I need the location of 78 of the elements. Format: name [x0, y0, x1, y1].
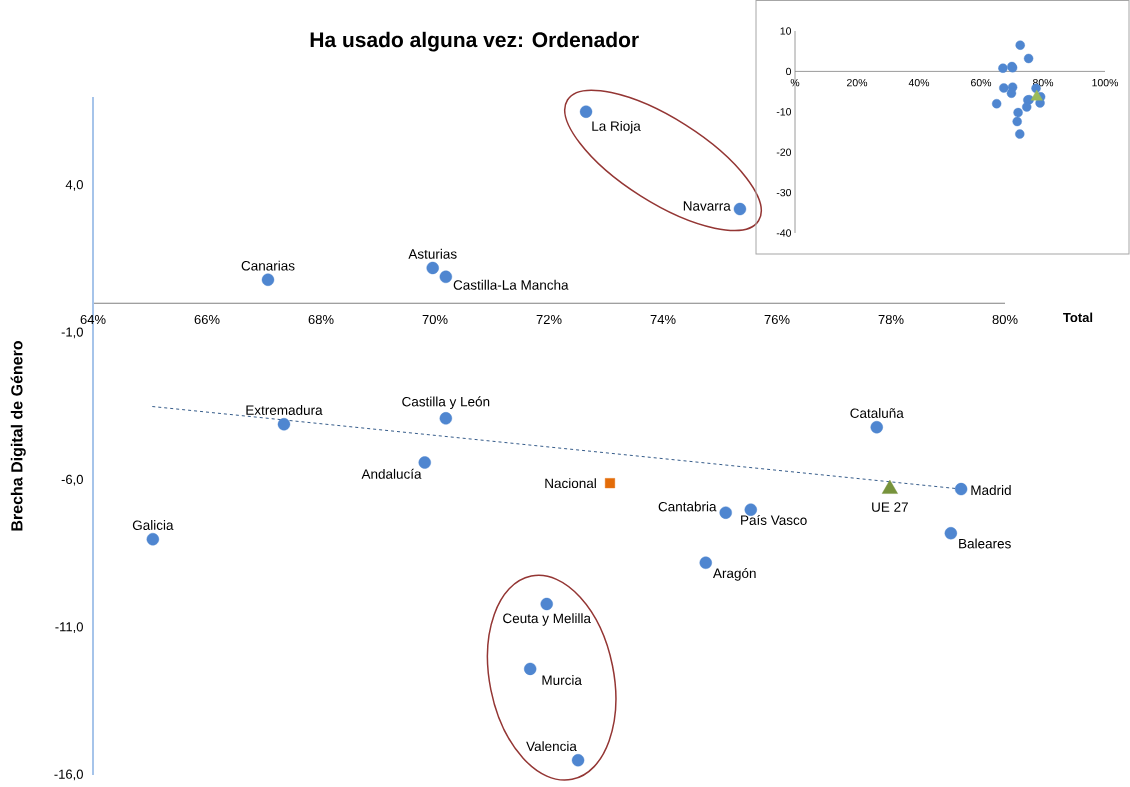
annotation: Castilla y León: [402, 396, 490, 410]
y-tick-label: 0: [786, 67, 792, 76]
annotation: Extremadura: [246, 405, 323, 416]
y-tick-label: -30: [776, 188, 792, 197]
y-tick-label: -6,0: [61, 474, 83, 486]
point: [1006, 88, 1017, 98]
point: [261, 273, 275, 287]
annotation: Cataluña: [850, 408, 904, 419]
point: [439, 270, 453, 284]
y-tick-label: -20: [776, 148, 792, 156]
point: [146, 533, 160, 546]
point: [1015, 40, 1025, 50]
point: [733, 202, 747, 216]
point: [1015, 129, 1025, 139]
point: [1013, 107, 1023, 118]
annotation: Aragón: [712, 568, 756, 581]
annotation: País Vasco: [741, 514, 807, 526]
point: [944, 527, 958, 540]
annotation: Madrid: [971, 485, 1011, 496]
point: [540, 597, 553, 611]
y-tick-label: -11,0: [55, 622, 83, 634]
point: [998, 63, 1008, 73]
x-axis-title: Total: [1063, 312, 1093, 323]
point: [870, 421, 883, 434]
point: [1012, 116, 1022, 127]
y-tick-label: -1,0: [61, 327, 83, 339]
point: [605, 478, 615, 489]
point: [277, 418, 291, 431]
point: [524, 662, 537, 676]
x-tick-label: %: [790, 79, 800, 87]
annotation: Cantabria: [658, 501, 717, 512]
y-tick-label: -16,0: [54, 769, 83, 781]
x-tick-label: 72%: [536, 314, 562, 325]
x-tick-label: 60%: [971, 79, 992, 87]
point: [699, 556, 712, 570]
x-tick-label: 78%: [878, 314, 904, 325]
point: [426, 261, 439, 275]
x-tick-label: 20%: [847, 79, 868, 87]
annotation: Ceuta y Melilla: [503, 613, 591, 626]
annotation: La Rioja: [592, 121, 641, 134]
point: [418, 456, 431, 469]
annotation: Baleares: [959, 538, 1011, 549]
annotation: Canarias: [241, 260, 295, 271]
point: [1023, 53, 1034, 64]
x-tick-label: 66%: [194, 314, 220, 325]
annotation: Murcia: [542, 675, 582, 686]
x-tick-label: 74%: [650, 314, 676, 325]
point: [579, 105, 593, 119]
point: [1030, 89, 1043, 101]
point: [954, 482, 968, 496]
annotation: Castilla-La Mancha: [453, 279, 569, 290]
x-tick-label: 100%: [1092, 79, 1119, 87]
annotation: Valencia: [526, 741, 577, 752]
annotation: Asturias: [408, 248, 457, 259]
point: [991, 99, 1002, 109]
point: [999, 83, 1009, 93]
y-tick-label: -10: [776, 108, 792, 116]
point: [439, 412, 453, 425]
x-tick-label: 40%: [908, 79, 930, 87]
y-tick-label: 4,0: [65, 180, 83, 191]
x-tick-label: 76%: [764, 314, 790, 325]
annotation: UE 27: [872, 502, 908, 512]
x-tick-label: 64%: [80, 314, 106, 325]
chart-title: Ha usado alguna vez: Ordenador: [310, 31, 639, 52]
y-axis-title: Brecha Digital de Género: [10, 341, 26, 531]
annotation: Andalucía: [361, 468, 422, 479]
point: [744, 503, 757, 516]
point: [1022, 102, 1032, 112]
annotation: Navarra: [683, 201, 731, 211]
y-tick-label: 10: [780, 27, 792, 35]
x-tick-label: 80%: [992, 314, 1018, 325]
x-tick-label: 70%: [422, 314, 448, 325]
y-tick-label: -40: [776, 229, 792, 237]
point: [719, 506, 732, 519]
annotation: Nacional: [545, 478, 596, 489]
annotation: Galicia: [132, 520, 174, 531]
x-tick-label: 68%: [308, 314, 334, 325]
point: [571, 754, 585, 767]
